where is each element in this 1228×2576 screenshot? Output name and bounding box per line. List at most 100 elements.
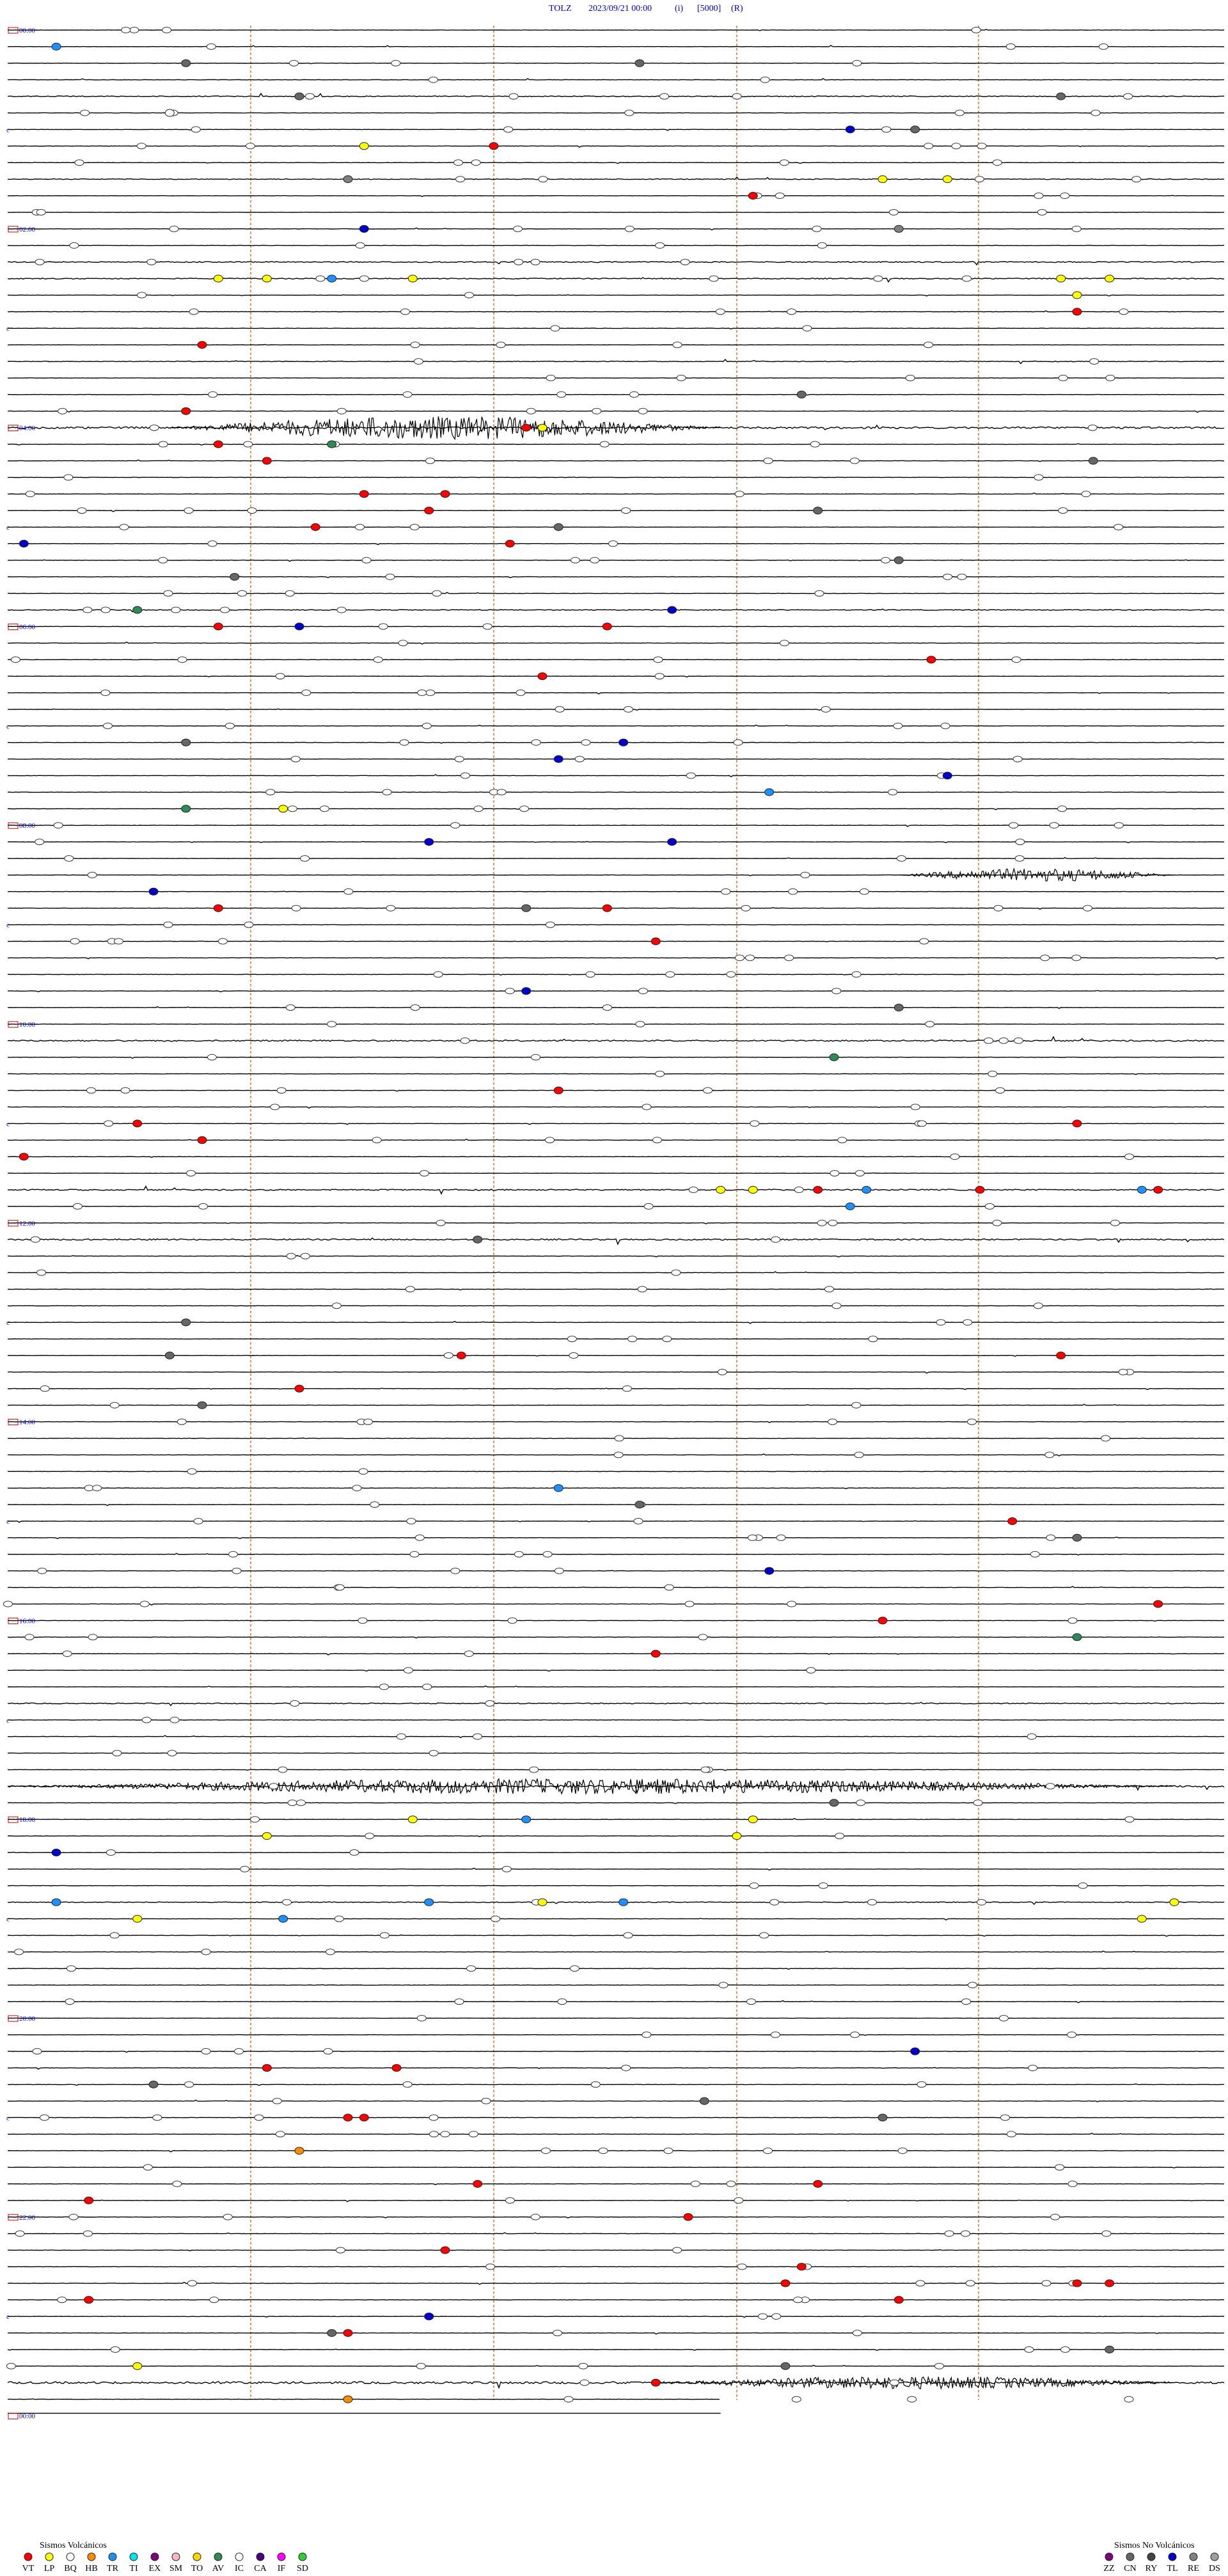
trace-row: [7, 1851, 1224, 1853]
event-marker-unclassified: [703, 1087, 713, 1094]
event-marker-unclassified: [988, 1070, 998, 1077]
event-marker-unclassified: [545, 921, 555, 928]
event-marker-unclassified: [638, 407, 648, 415]
event-marker-unclassified: [319, 805, 329, 812]
hour-label: 10:00: [19, 1021, 36, 1029]
event-marker-unclassified: [992, 1219, 1002, 1226]
trace-row: [7, 1968, 1225, 1970]
event-marker-cn: [521, 904, 531, 912]
event-marker-cn: [181, 1318, 191, 1327]
event-marker-unclassified: [327, 1021, 337, 1027]
trace-row: [7, 2117, 1224, 2119]
event-marker-unclassified: [1071, 954, 1082, 961]
trace-row: [7, 2099, 1225, 2103]
event-marker-unclassified: [924, 342, 934, 349]
event-marker-unclassified: [244, 921, 254, 928]
event-marker-vt: [262, 457, 272, 465]
event-marker-unclassified: [1083, 905, 1092, 912]
event-marker-vt: [553, 1086, 563, 1094]
event-marker-vt: [683, 2213, 693, 2221]
trace-row: [7, 310, 1225, 313]
event-marker-av: [829, 1053, 839, 1061]
event-marker-unclassified: [109, 1932, 120, 1939]
event-marker-unclassified: [358, 1617, 368, 1624]
trace-row: [7, 1006, 1225, 1009]
hour-marker-box: [8, 1021, 19, 1028]
trace-row: [7, 476, 1225, 478]
event-marker-vt: [602, 622, 612, 631]
event-marker-cn: [780, 2362, 791, 2370]
event-marker-unclassified: [391, 59, 401, 67]
event-marker-unclassified: [993, 905, 1004, 912]
event-marker-unclassified: [602, 1004, 612, 1011]
trace-row: [8, 1570, 1225, 1572]
event-marker-vt: [926, 656, 936, 664]
event-marker-unclassified: [802, 325, 812, 332]
legend-nonvolcanic-title: Sismos No Volcánicos: [1114, 2541, 1195, 2550]
event-marker-lp: [262, 274, 272, 283]
signal-burst: [169, 416, 720, 441]
event-marker-lp: [537, 423, 547, 432]
event-marker-unclassified: [373, 656, 383, 663]
event-marker-vt: [1072, 2279, 1082, 2288]
legend-code-av: AV: [212, 2564, 224, 2573]
hour-label: 02:00: [19, 226, 36, 233]
event-marker-unclassified: [109, 1402, 120, 1409]
event-marker-unclassified: [1012, 755, 1023, 763]
trace-row: [8, 2183, 1224, 2186]
event-marker-unclassified: [201, 2048, 211, 2055]
event-marker-unclassified: [66, 1965, 76, 1972]
event-marker-lp: [1105, 274, 1115, 283]
event-marker-unclassified: [1123, 93, 1133, 100]
trace-row: [7, 2348, 1225, 2351]
trace-row: [7, 92, 1224, 97]
event-marker-vt: [1056, 1352, 1066, 1359]
event-marker-lp: [732, 1832, 742, 1840]
event-marker-vt: [521, 423, 531, 432]
event-marker-unclassified: [422, 1684, 432, 1690]
event-marker-unclassified: [905, 374, 915, 381]
event-marker-vt: [456, 1352, 466, 1359]
event-marker-tr: [1137, 1186, 1147, 1194]
event-marker-unclassified: [139, 1600, 150, 1608]
event-marker-unclassified: [70, 938, 80, 945]
hour-label: 18:00: [19, 1816, 36, 1824]
channel-indicator: (i): [675, 4, 684, 13]
event-marker-unclassified: [828, 1219, 838, 1226]
event-marker-unclassified: [1101, 2230, 1112, 2237]
event-marker-tl: [424, 838, 434, 846]
event-marker-lp: [537, 1898, 547, 1906]
trace-row: [8, 906, 1225, 910]
trace-row: [7, 973, 1225, 976]
event-marker-unclassified: [343, 888, 354, 895]
event-marker-unclassified: [769, 1899, 780, 1906]
event-marker-unclassified: [957, 573, 967, 580]
event-marker-unclassified: [748, 1534, 757, 1541]
event-marker-unclassified: [954, 109, 964, 116]
trace-row: [7, 492, 1225, 495]
chart-header: TOLZ 2023/09/21 00:00 (i) [5000] (R): [549, 4, 743, 13]
event-marker-unclassified: [491, 1915, 501, 1922]
event-marker-unclassified: [361, 557, 372, 564]
event-marker-lp: [716, 1186, 726, 1194]
event-marker-hb: [343, 2395, 353, 2403]
event-marker-unclassified: [184, 2081, 194, 2088]
trace-row: [7, 77, 1225, 81]
event-marker-unclassified: [540, 2147, 551, 2154]
event-marker-unclassified: [771, 2313, 782, 2320]
event-marker-cn: [878, 2114, 888, 2122]
hour-marker-box: [8, 1816, 19, 1823]
event-marker-unclassified: [750, 1120, 760, 1127]
event-marker-unclassified: [812, 225, 822, 232]
event-marker-unclassified: [623, 1932, 633, 1939]
event-marker-vt: [602, 904, 612, 912]
event-marker-vt: [1007, 1517, 1018, 1525]
event-marker-unclassified: [637, 1286, 647, 1293]
event-marker-vt: [537, 672, 547, 681]
event-marker-unclassified: [53, 822, 63, 829]
event-marker-unclassified: [289, 59, 299, 67]
event-marker-unclassified: [574, 755, 585, 763]
trace-row: [8, 559, 1225, 562]
event-marker-unclassified: [177, 656, 187, 663]
event-marker-unclassified: [873, 275, 883, 282]
